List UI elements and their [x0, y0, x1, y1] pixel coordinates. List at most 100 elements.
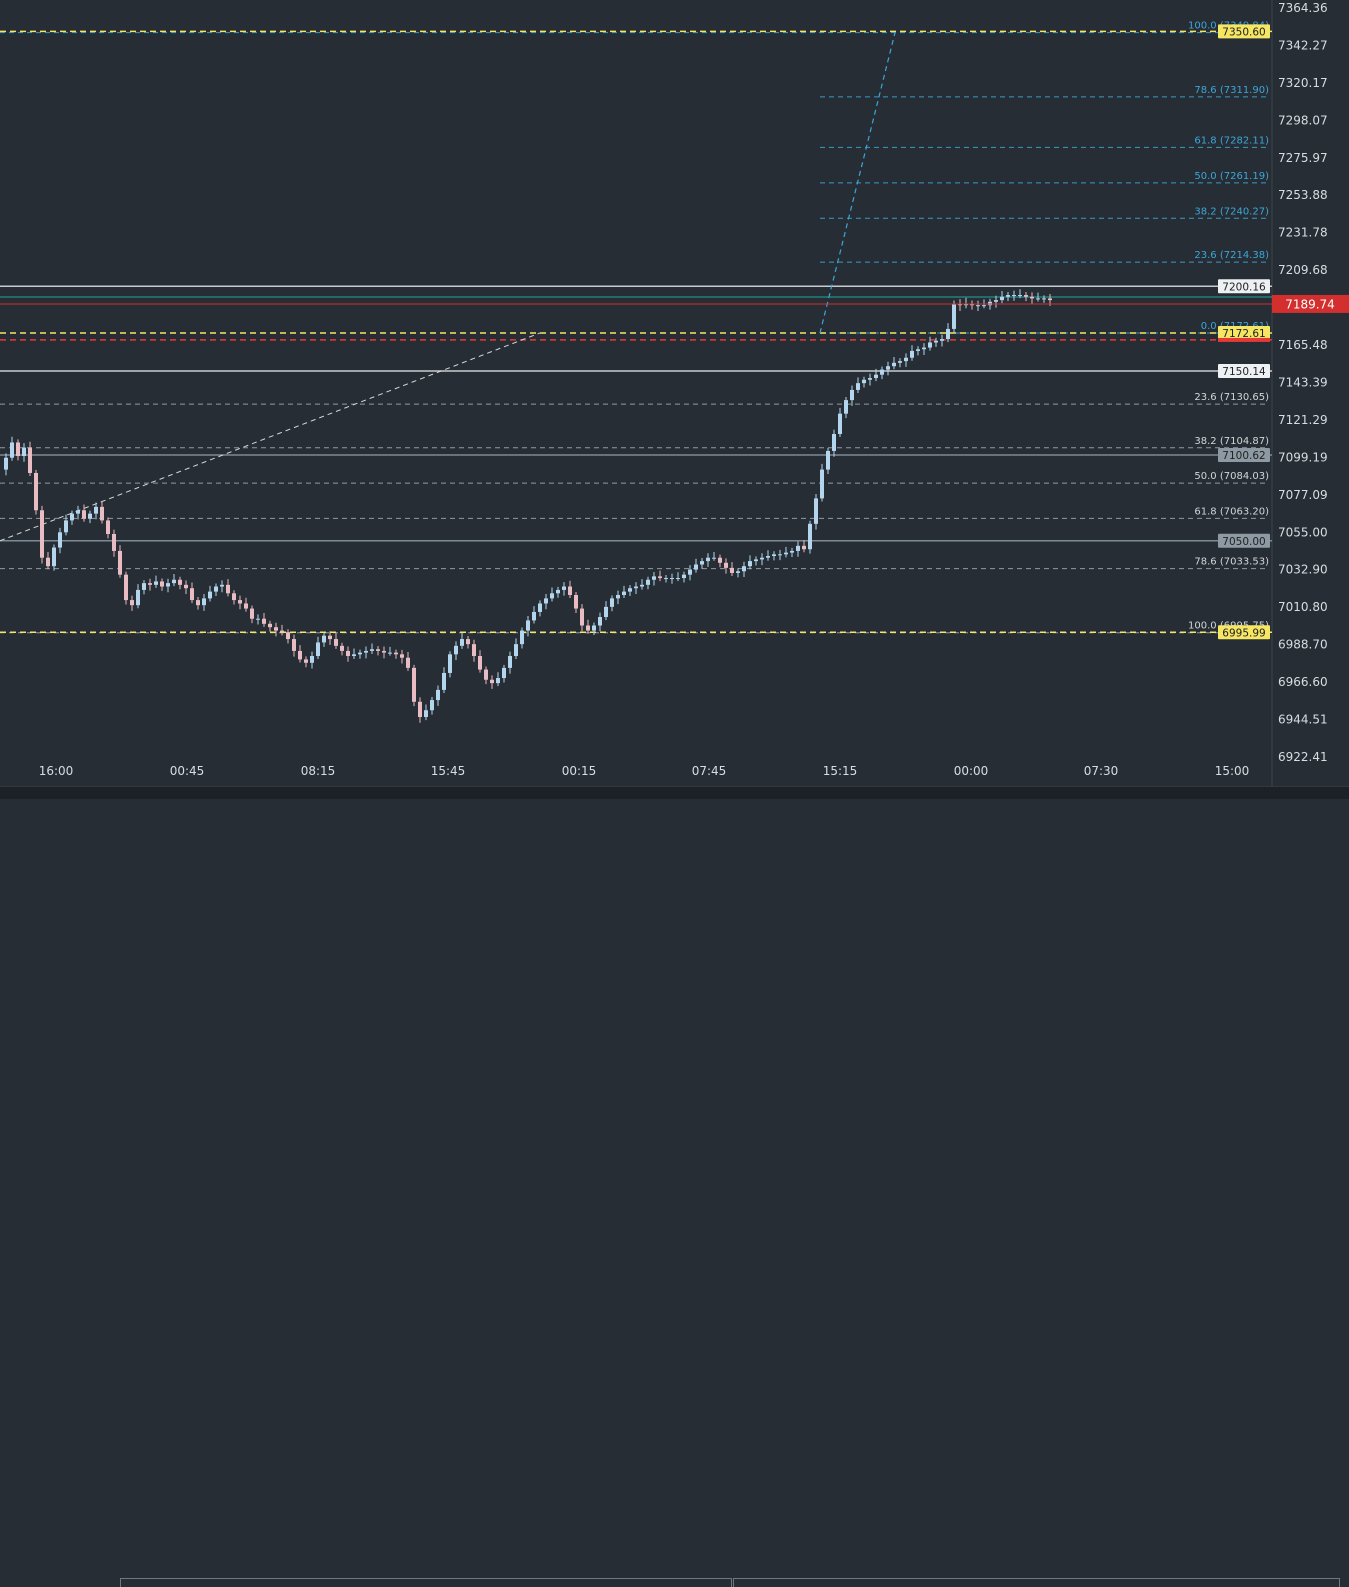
candle-body [64, 520, 68, 533]
level-label-box [1218, 279, 1270, 294]
y-tick-label: 6922.41 [1278, 750, 1328, 764]
y-tick-label: 7099.19 [1278, 450, 1328, 464]
fib-blue-label: 50.0 (7261.19) [1194, 171, 1269, 182]
candle-body [796, 545, 800, 551]
candle-body [262, 618, 266, 624]
candle-body [442, 672, 446, 690]
candle-body [346, 650, 350, 657]
candle-body [40, 510, 44, 558]
candle-body [550, 593, 554, 599]
level-label: 7050.00 [1222, 536, 1265, 548]
bottom-panel-strip [0, 787, 1349, 1587]
price-chart[interactable]: 7364.36 7342.27 7320.17 7298.07 7275.97 7253.… [0, 0, 1349, 799]
candle-body [1024, 295, 1028, 297]
candle-body [436, 689, 440, 701]
candle-body [412, 667, 416, 702]
candle-body [454, 645, 458, 655]
candle-body [634, 586, 638, 589]
candle-body [226, 584, 230, 594]
candle-body [154, 581, 158, 585]
bottom-panel-tab-left[interactable] [120, 1578, 732, 1587]
level-label: 7150.14 [1222, 366, 1266, 378]
x-tick-label: 08:15 [301, 764, 336, 778]
level-label-box [1218, 625, 1270, 640]
candle-body [88, 513, 92, 519]
candle-body [388, 652, 392, 654]
candle-body [700, 561, 704, 565]
candle-body [778, 554, 782, 556]
candle-body [574, 594, 578, 609]
candle-body [886, 366, 890, 370]
candle-body [898, 361, 902, 363]
y-tick-label: 7209.68 [1278, 263, 1328, 277]
candle-body [826, 450, 830, 470]
candle-body [214, 586, 218, 592]
y-tick-label: 7055.00 [1278, 525, 1328, 539]
candle-body [16, 442, 20, 457]
candle-body [610, 598, 614, 607]
candle-body [916, 349, 920, 351]
candle-body [580, 608, 584, 626]
candle-body [802, 545, 806, 550]
candle-body [652, 576, 656, 580]
level-label: 7172.61 [1222, 328, 1265, 340]
candle-body [712, 557, 716, 559]
candle-body [142, 583, 146, 590]
candle-body [1006, 295, 1010, 297]
candle-body [622, 591, 626, 595]
candle-body [250, 608, 254, 619]
candle-body [730, 567, 734, 573]
y-tick-label: 7231.78 [1278, 226, 1328, 240]
candle-body [496, 678, 500, 684]
candle-body [430, 700, 434, 711]
y-tick-label: 7165.48 [1278, 338, 1328, 352]
candle-body [400, 654, 404, 658]
candle-body [592, 625, 596, 631]
candle-body [364, 650, 368, 653]
candle-body [904, 357, 908, 362]
level-label: 7100.62 [1222, 450, 1265, 462]
candle-body [118, 550, 122, 575]
candle-body [736, 571, 740, 573]
y-tick-label: 7275.97 [1278, 151, 1328, 165]
candle-body [424, 710, 428, 718]
candle-body [544, 598, 548, 604]
level-label-box [1218, 24, 1270, 39]
bottom-panel-tab-right[interactable] [733, 1578, 1340, 1587]
fib-extension-trend-line [819, 32, 896, 334]
x-tick-label: 00:45 [170, 764, 205, 778]
candle-body [316, 642, 320, 657]
x-tick-label: 15:15 [823, 764, 858, 778]
candle-body [850, 389, 854, 401]
candle-body [742, 566, 746, 572]
candle-body [910, 350, 914, 358]
candle-body [208, 591, 212, 599]
y-tick-label: 7032.90 [1278, 563, 1328, 577]
level-label-box [1218, 447, 1270, 462]
candle-body [646, 579, 650, 585]
candle-body [244, 603, 248, 609]
candle-body [148, 583, 152, 585]
candle-body [604, 606, 608, 618]
candle-body [928, 342, 932, 348]
level-label: 6995.99 [1222, 627, 1265, 639]
candle-body [100, 506, 104, 521]
candle-body [562, 586, 566, 590]
candle-body [844, 400, 848, 414]
candle-body [322, 635, 326, 643]
candle-body [502, 667, 506, 679]
y-tick-label: 6944.51 [1278, 713, 1328, 727]
candle-body [196, 600, 200, 606]
candle-body [820, 469, 824, 499]
candle-body [532, 611, 536, 621]
x-tick-label: 15:45 [431, 764, 466, 778]
candle-body [292, 639, 296, 651]
candle-body [418, 701, 422, 718]
candle-body [640, 584, 644, 587]
candle-body [484, 669, 488, 680]
level-marker [1218, 337, 1270, 342]
candle-body [370, 649, 374, 651]
candle-body [478, 656, 482, 670]
candle-body [1000, 296, 1004, 301]
